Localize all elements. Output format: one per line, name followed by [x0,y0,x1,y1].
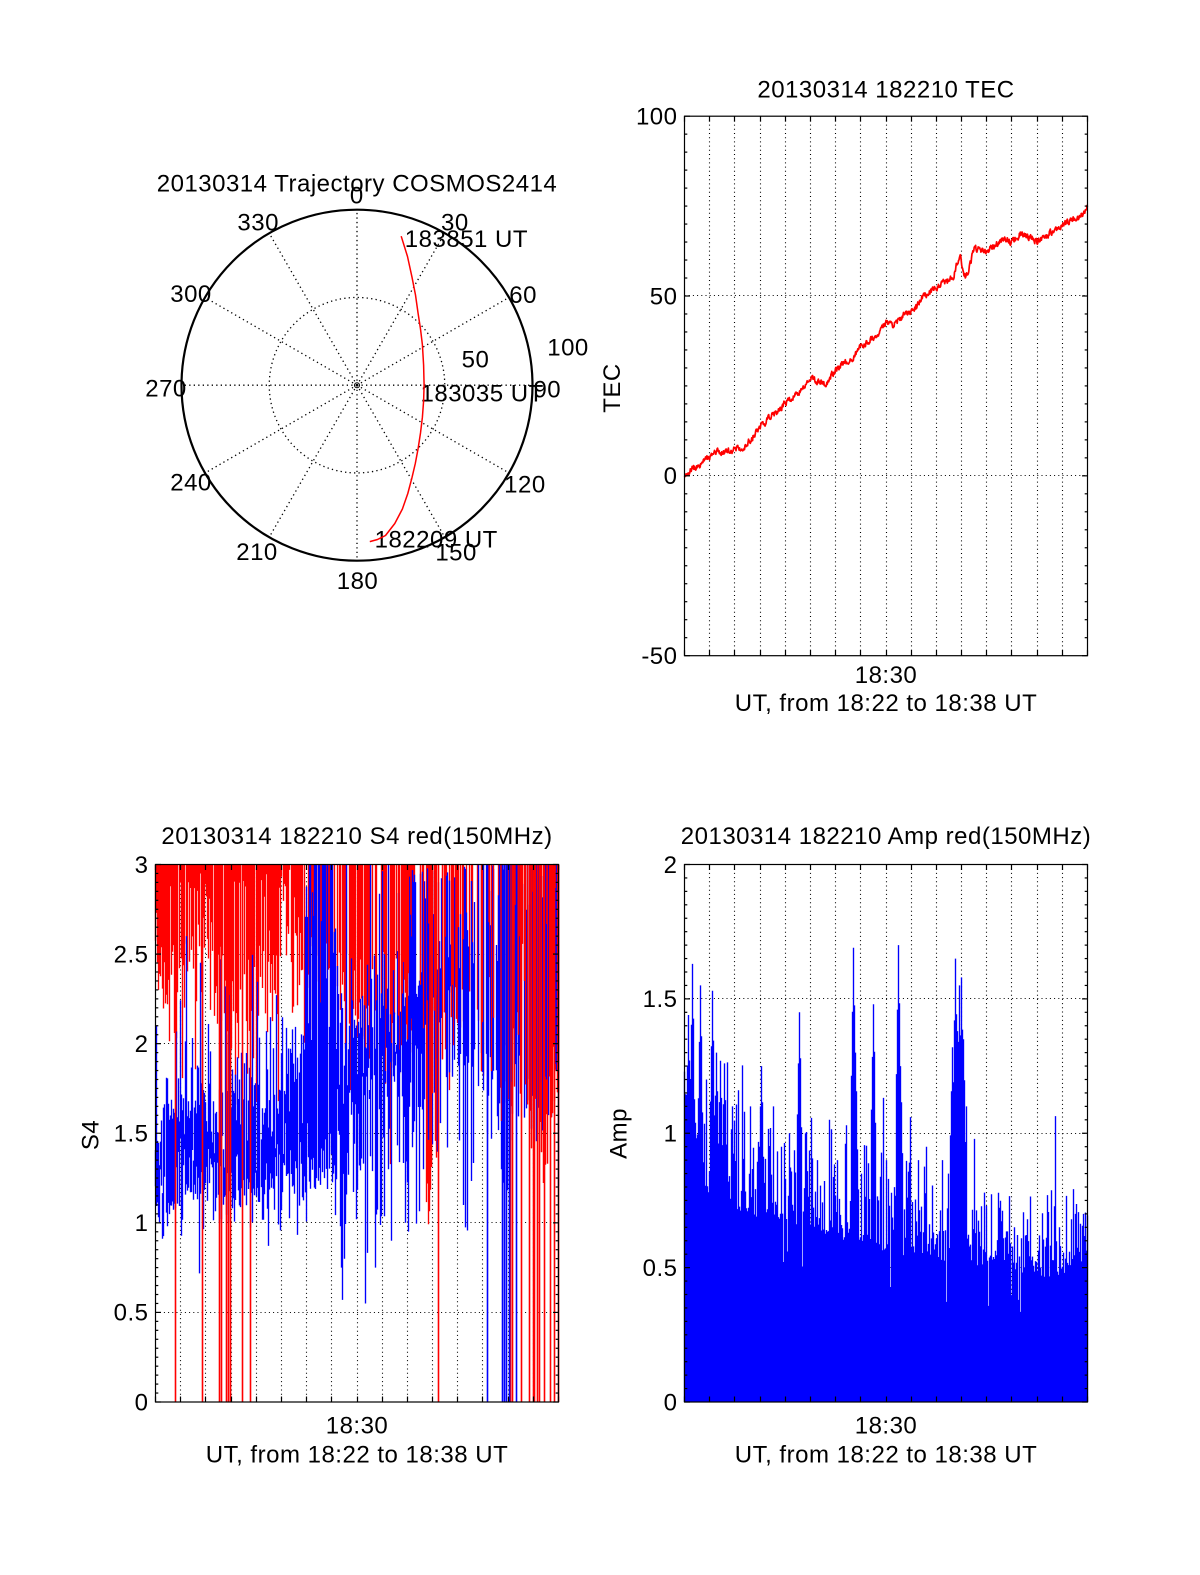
svg-text:180: 180 [337,568,379,595]
svg-text:60: 60 [509,282,537,309]
svg-text:Amp: Amp [605,1108,632,1159]
svg-text:50: 50 [462,347,490,374]
svg-text:20130314 Trajectory COSMOS2414: 20130314 Trajectory COSMOS2414 [157,171,558,198]
svg-text:182209 UT: 182209 UT [375,527,498,554]
svg-text:2: 2 [135,1031,149,1058]
svg-text:1.5: 1.5 [114,1121,149,1148]
svg-text:330: 330 [237,210,279,237]
svg-text:90: 90 [533,376,561,403]
svg-text:20130314 182210 TEC: 20130314 182210 TEC [757,77,1014,104]
svg-text:300: 300 [170,281,212,308]
svg-text:0.5: 0.5 [114,1300,149,1327]
svg-text:1: 1 [135,1210,149,1237]
svg-text:120: 120 [504,472,546,499]
svg-text:UT, from 18:22 to 18:38 UT: UT, from 18:22 to 18:38 UT [735,690,1037,717]
svg-text:18:30: 18:30 [326,1413,389,1440]
svg-text:1.5: 1.5 [643,986,678,1013]
svg-text:3: 3 [135,852,149,879]
svg-text:30: 30 [441,210,469,237]
svg-text:0: 0 [664,463,678,490]
svg-text:S4: S4 [78,1120,105,1150]
svg-text:UT, from 18:22 to 18:38 UT: UT, from 18:22 to 18:38 UT [735,1442,1037,1469]
svg-text:100: 100 [636,104,678,131]
svg-text:0.5: 0.5 [643,1255,678,1282]
svg-text:150: 150 [435,540,477,567]
svg-text:-50: -50 [641,643,677,670]
svg-text:0: 0 [664,1389,678,1416]
svg-text:210: 210 [236,539,278,566]
svg-text:20130314 182210 Amp red(150MHz: 20130314 182210 Amp red(150MHz) [681,823,1091,850]
svg-text:TEC: TEC [599,363,626,413]
svg-text:0: 0 [350,183,364,210]
svg-text:183851 UT: 183851 UT [405,226,528,253]
svg-text:UT, from 18:22 to 18:38 UT: UT, from 18:22 to 18:38 UT [206,1442,508,1469]
svg-text:50: 50 [650,283,678,310]
svg-text:1: 1 [664,1121,678,1148]
svg-text:20130314 182210 S4 red(150MHz): 20130314 182210 S4 red(150MHz) [161,823,552,850]
svg-text:2: 2 [664,852,678,879]
svg-text:240: 240 [170,469,212,496]
svg-text:270: 270 [145,375,187,402]
svg-text:100: 100 [547,334,589,361]
svg-text:2.5: 2.5 [114,941,149,968]
svg-text:183035 UT: 183035 UT [421,381,544,408]
svg-text:18:30: 18:30 [855,1413,918,1440]
svg-text:0: 0 [135,1389,149,1416]
svg-text:18:30: 18:30 [855,662,918,689]
